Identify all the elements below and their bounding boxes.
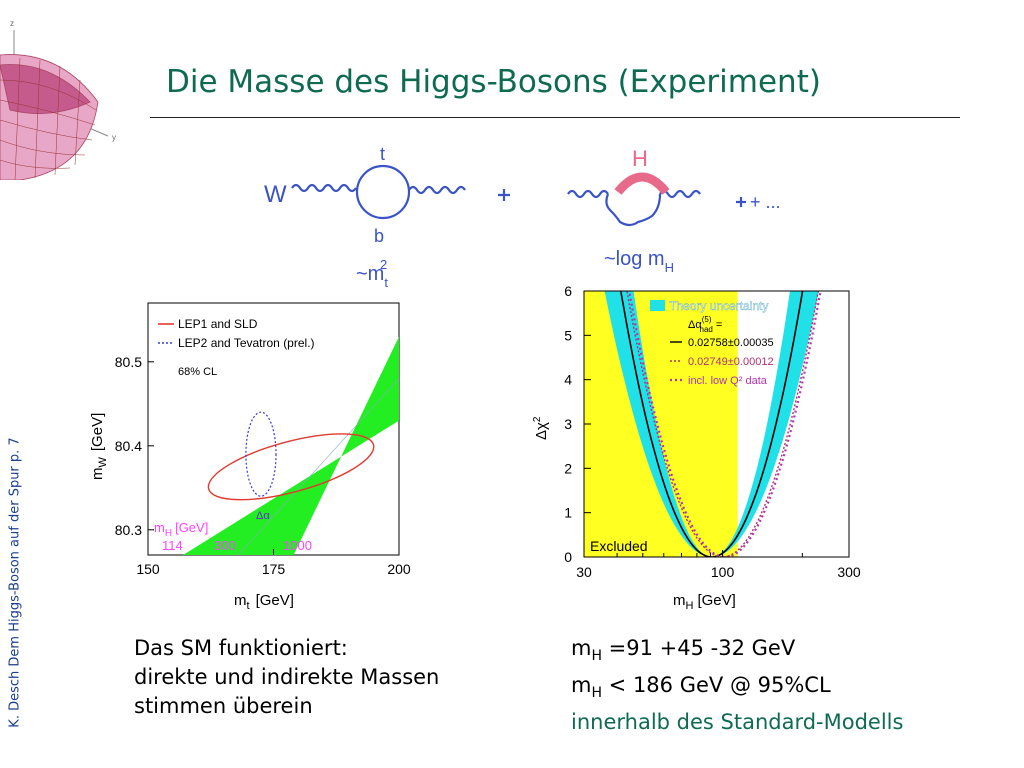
left-line-3: stimmen überein bbox=[134, 694, 313, 718]
y-tick-label-6: 6 bbox=[564, 285, 572, 299]
legend-box-theory bbox=[650, 300, 665, 311]
cl-label: 68% CL bbox=[178, 366, 217, 378]
svg-text:z: z bbox=[10, 19, 14, 28]
y-axis-label: mW[GeV] bbox=[89, 413, 109, 480]
legend-dotted: 0.02749±0.00012 bbox=[688, 356, 774, 368]
left-conclusion: Das SM funktioniert: direkte und indirek… bbox=[134, 634, 439, 721]
higgs-label: H bbox=[632, 146, 648, 171]
excluded-region bbox=[584, 291, 738, 557]
higgs-potential-logo: z y bbox=[0, 19, 116, 180]
y-tick-label-1: 1 bbox=[564, 505, 572, 521]
x-tick-label-1: 175 bbox=[262, 561, 286, 577]
slide-title: Die Masse des Higgs-Bosons (Experiment) bbox=[166, 64, 821, 100]
band-centerline bbox=[238, 378, 399, 555]
x-tick-label-1: 100 bbox=[711, 564, 735, 580]
top-label: t bbox=[380, 144, 385, 164]
y-tick-label-0: 80.3 bbox=[115, 522, 142, 538]
mh-value-300: 300 bbox=[214, 538, 236, 553]
legend-low-q2: incl. low Q² data bbox=[688, 375, 768, 387]
theory-uncertainty-band bbox=[604, 291, 819, 557]
indirect-ellipse bbox=[207, 433, 375, 501]
legend-delta-alpha: Δα(5) had = bbox=[688, 315, 722, 334]
excluded-label: Excluded bbox=[590, 538, 648, 554]
sm-band bbox=[183, 336, 399, 555]
right-line-1: mH =91 +45 -32 GeV bbox=[571, 636, 796, 665]
legend-theory: Theory uncertainty bbox=[669, 299, 768, 313]
higgs-loop-blob bbox=[614, 172, 670, 195]
w-label: W bbox=[264, 181, 287, 208]
feynman-diagram: W t b H + ... ~mt2 ~log mH bbox=[264, 144, 781, 290]
ellipsis: + ... bbox=[750, 192, 781, 212]
mh-band-label: mH [GeV] bbox=[154, 520, 208, 539]
y-tick-label-1: 80.4 bbox=[115, 438, 142, 454]
chi2-mh-chart: 30 100 300 0 1 2 3 4 5 6 Theory uncertainty Δα(5)… bbox=[532, 285, 861, 612]
right-line-3: innerhalb des Standard-Modells bbox=[571, 710, 904, 735]
mh-value-114: 114 bbox=[162, 538, 183, 553]
x-tick-label-2: 200 bbox=[387, 561, 411, 577]
x-tick-label-0: 150 bbox=[136, 561, 160, 577]
right-line-2: mH < 186 GeV @ 95%CL bbox=[571, 673, 831, 702]
y-tick-label-2: 80.5 bbox=[115, 354, 142, 370]
y-axis-label: Δχ2 bbox=[532, 416, 550, 440]
mt-scaling: ~mt2 bbox=[356, 257, 388, 290]
delta-alpha-label: Δα bbox=[256, 510, 270, 522]
x-tick-label-2: 300 bbox=[837, 564, 861, 580]
ticks: 30 100 300 0 1 2 3 4 5 6 bbox=[564, 285, 861, 580]
mh-value-1000: 1000 bbox=[283, 538, 312, 553]
y-tick-label-5: 5 bbox=[564, 327, 572, 343]
legend-main: 0.02758±0.00035 bbox=[688, 337, 774, 349]
left-line-2: direkte und indirekte Massen bbox=[134, 665, 440, 689]
svg-text:y: y bbox=[112, 133, 116, 142]
side-footer-text: K. Desch Dem Higgs-Boson auf der Spur p.… bbox=[7, 437, 23, 728]
x-axis-label: mH [GeV] bbox=[673, 592, 736, 612]
title-rule bbox=[150, 117, 960, 118]
y-tick-label-4: 4 bbox=[564, 372, 572, 388]
legend-red: LEP1 and SLD bbox=[178, 317, 258, 331]
ticks: 150 175 200 80.3 80.4 80.5 bbox=[115, 354, 411, 577]
mh-scaling: ~log mH bbox=[604, 248, 674, 275]
x-axis-label: mt [GeV] bbox=[234, 592, 294, 612]
bottom-label: b bbox=[374, 226, 384, 246]
left-line-1: Das SM funktioniert: bbox=[134, 636, 348, 660]
x-tick-label-0: 30 bbox=[576, 564, 592, 580]
curve-dotted bbox=[626, 291, 819, 557]
y-tick-label-0: 0 bbox=[564, 549, 572, 565]
y-tick-label-2: 2 bbox=[564, 460, 572, 476]
direct-ellipse bbox=[245, 411, 277, 497]
right-conclusion: mH =91 +45 -32 GeV mH < 186 GeV @ 95%CL … bbox=[571, 634, 903, 737]
legend-blue: LEP2 and Tevatron (prel.) bbox=[178, 336, 315, 350]
y-tick-label-3: 3 bbox=[564, 416, 572, 432]
mw-mt-chart: 150 175 200 80.3 80.4 80.5 LEP1 and SLD LEP2 … bbox=[89, 302, 411, 612]
